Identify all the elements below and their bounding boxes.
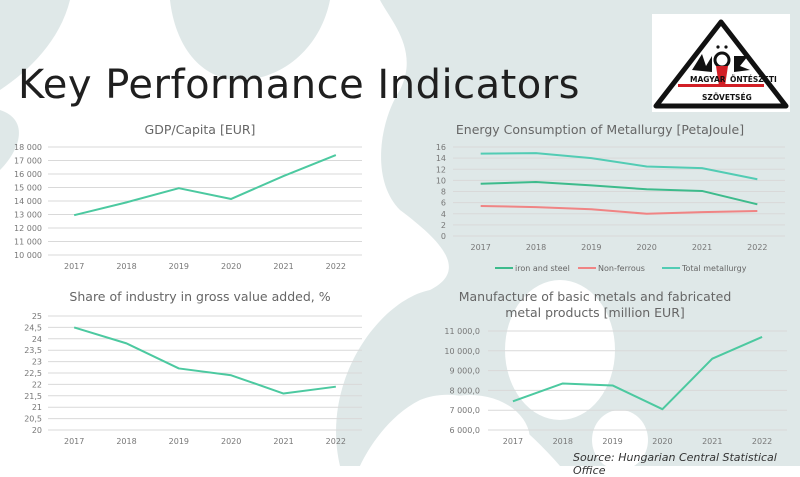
y-tick-label: 7 000,0 — [449, 406, 480, 415]
x-tick-label: 2018 — [116, 437, 136, 446]
series-line-non-ferrous — [481, 206, 758, 214]
legend-label: Total metallurgy — [681, 264, 747, 273]
chart-title-text: Energy Consumption of Metallurgy [PetaJo… — [456, 122, 744, 137]
y-tick-label: 18 000 — [14, 143, 42, 152]
y-tick-label: 23,5 — [24, 346, 42, 355]
y-tick-label: 23 — [32, 358, 42, 367]
y-tick-label: 24 — [32, 335, 42, 344]
x-tick-label: 2020 — [652, 437, 672, 446]
chart-title: Share of industry in gross value added, … — [0, 289, 400, 305]
y-tick-label: 24,5 — [24, 323, 42, 332]
y-tick-label: 20 — [32, 426, 42, 435]
x-tick-label: 2021 — [273, 262, 293, 271]
chart-industry-share: Share of industry in gross value added, … — [0, 285, 400, 466]
y-tick-label: 15 000 — [14, 184, 42, 193]
y-tick-label: 22 — [32, 380, 42, 389]
y-tick-label: 8 — [441, 188, 446, 197]
chart-energy-consumption: Energy Consumption of Metallurgy [PetaJo… — [400, 118, 800, 283]
x-tick-label: 2017 — [503, 437, 523, 446]
x-tick-label: 2017 — [470, 243, 490, 252]
series-line-main — [74, 327, 336, 393]
x-tick-label: 2019 — [169, 437, 189, 446]
y-tick-label: 11 000,0 — [444, 327, 480, 336]
series-line-main — [74, 155, 336, 215]
x-tick-label: 2021 — [692, 243, 712, 252]
logo-text-onteszeti: ÖNTÉSZETI — [730, 75, 777, 84]
y-tick-label: 12 — [436, 165, 446, 174]
y-tick-label: 11 000 — [14, 238, 42, 247]
y-tick-label: 6 000,0 — [449, 426, 480, 435]
series-line-main — [513, 337, 762, 409]
y-tick-label: 21 — [32, 403, 42, 412]
x-tick-label: 2018 — [526, 243, 546, 252]
x-tick-label: 2020 — [221, 437, 241, 446]
y-tick-label: 2 — [441, 221, 446, 230]
series-line-total-metallurgy — [481, 153, 758, 179]
x-tick-label: 2018 — [116, 262, 136, 271]
y-tick-label: 10 000,0 — [444, 347, 480, 356]
y-tick-label: 20,5 — [24, 415, 42, 424]
page-title: Key Performance Indicators — [18, 62, 580, 108]
x-tick-label: 2017 — [64, 262, 84, 271]
x-tick-label: 2020 — [221, 262, 241, 271]
y-tick-label: 14 — [436, 154, 446, 163]
chart-title: Energy Consumption of Metallurgy [PetaJo… — [400, 122, 800, 138]
y-tick-label: 6 — [441, 199, 446, 208]
y-tick-label: 9 000,0 — [449, 367, 480, 376]
y-tick-label: 17 000 — [14, 157, 42, 166]
y-tick-label: 10 — [436, 176, 446, 185]
x-tick-label: 2022 — [326, 437, 346, 446]
x-tick-label: 2022 — [747, 243, 767, 252]
legend-label: Non-ferrous — [598, 264, 645, 273]
y-tick-label: 10 000 — [14, 251, 42, 260]
y-tick-label: 16 000 — [14, 170, 42, 179]
x-tick-label: 2018 — [553, 437, 573, 446]
x-tick-label: 2022 — [326, 262, 346, 271]
logo: MAGYAR ÖNTÉSZETI SZÖVETSÉG — [652, 14, 790, 112]
logo-text-magyar: MAGYAR — [690, 75, 726, 84]
logo-text-szovetseg: SZÖVETSÉG — [702, 93, 752, 102]
x-tick-label: 2019 — [602, 437, 622, 446]
series-line-iron-and-steel — [481, 182, 758, 204]
legend-label: iron and steel — [515, 264, 570, 273]
x-tick-label: 2017 — [64, 437, 84, 446]
y-tick-label: 13 000 — [14, 211, 42, 220]
y-tick-label: 16 — [436, 143, 446, 152]
y-tick-label: 4 — [441, 210, 446, 219]
x-tick-label: 2022 — [752, 437, 772, 446]
chart-title: Manufacture of basic metals and fabricat… — [400, 289, 800, 321]
y-tick-label: 25 — [32, 312, 42, 321]
y-tick-label: 12 000 — [14, 224, 42, 233]
y-tick-label: 8 000,0 — [449, 386, 480, 395]
x-tick-label: 2020 — [636, 243, 656, 252]
chart-gdp-per-capita: GDP/Capita [EUR] 10 000 11 000 12 000 13 00… — [0, 118, 400, 278]
x-tick-label: 2021 — [273, 437, 293, 446]
source-note: Source: Hungarian Central Statistical Of… — [573, 451, 800, 477]
chart-title: GDP/Capita [EUR] — [0, 122, 400, 138]
x-tick-label: 2019 — [581, 243, 601, 252]
y-tick-label: 22,5 — [24, 369, 42, 378]
x-tick-label: 2021 — [702, 437, 722, 446]
y-tick-label: 14 000 — [14, 197, 42, 206]
chart-basic-metals-manufacture: Manufacture of basic metals and fabricat… — [400, 285, 800, 466]
x-tick-label: 2019 — [169, 262, 189, 271]
y-tick-label: 21,5 — [24, 392, 42, 401]
y-tick-label: 0 — [441, 232, 446, 241]
